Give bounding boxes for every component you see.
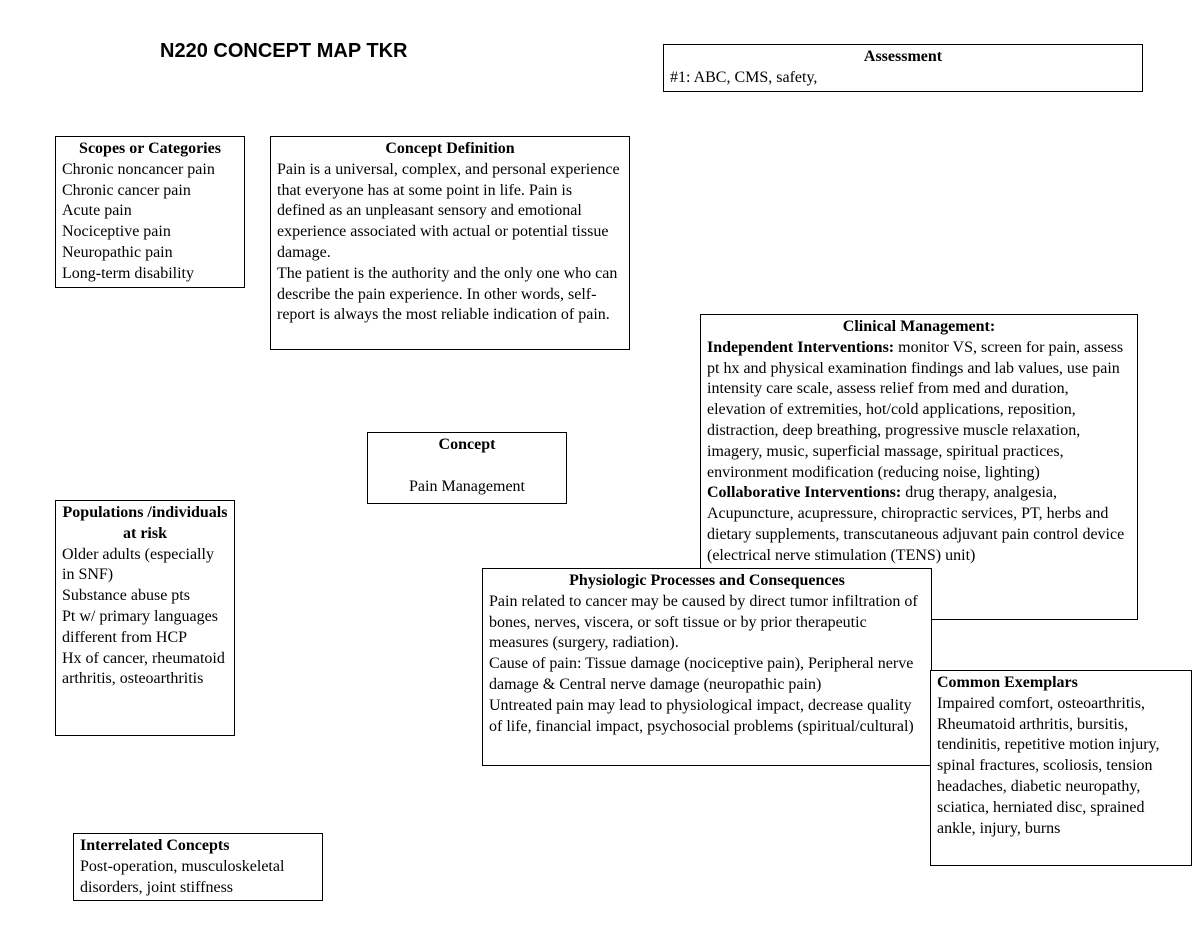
- scopes-line: Neuropathic pain: [62, 244, 173, 261]
- physiologic-body: Pain related to cancer may be caused by …: [489, 593, 918, 735]
- scopes-line: Long-term disability: [62, 265, 194, 282]
- interrelated-box: Interrelated Concepts Post-operation, mu…: [73, 833, 323, 901]
- exemplars-box: Common Exemplars Impaired comfort, osteo…: [930, 670, 1192, 866]
- clinical-heading: Clinical Management:: [707, 317, 1131, 338]
- definition-box: Concept Definition Pain is a universal, …: [270, 136, 630, 350]
- scopes-line: Acute pain: [62, 202, 132, 219]
- concept-body: Pain Management: [409, 478, 525, 495]
- scopes-box: Scopes or Categories Chronic noncancer p…: [55, 136, 245, 288]
- assessment-body: #1: ABC, CMS, safety,: [670, 69, 817, 86]
- assessment-box: Assessment #1: ABC, CMS, safety,: [663, 44, 1143, 92]
- interrelated-heading: Interrelated Concepts: [80, 836, 316, 857]
- concept-heading: Concept: [374, 435, 560, 456]
- populations-box: Populations /individuals at risk Older a…: [55, 500, 235, 736]
- interrelated-body: Post-operation, musculoskeletal disorder…: [80, 858, 284, 896]
- scopes-line: Chronic cancer pain: [62, 182, 191, 199]
- independent-label: Independent Interventions:: [707, 339, 898, 356]
- populations-heading: Populations /individuals at risk: [62, 503, 228, 545]
- exemplars-heading: Common Exemplars: [937, 673, 1185, 694]
- populations-body: Older adults (especially in SNF) Substan…: [62, 546, 225, 688]
- scopes-line: Nociceptive pain: [62, 223, 171, 240]
- definition-body: Pain is a universal, complex, and person…: [277, 161, 620, 324]
- exemplars-body: Impaired comfort, osteoarthritis, Rheuma…: [937, 695, 1159, 837]
- definition-heading: Concept Definition: [277, 139, 623, 160]
- physiologic-heading: Physiologic Processes and Consequences: [489, 571, 925, 592]
- collaborative-label: Collaborative Interventions:: [707, 484, 905, 501]
- page-title: N220 CONCEPT MAP TKR: [160, 40, 407, 63]
- scopes-heading: Scopes or Categories: [62, 139, 238, 160]
- assessment-heading: Assessment: [670, 47, 1136, 68]
- scopes-line: Chronic noncancer pain: [62, 161, 215, 178]
- independent-body: monitor VS, screen for pain, assess pt h…: [707, 339, 1123, 481]
- concept-box: Concept Pain Management: [367, 432, 567, 504]
- physiologic-box: Physiologic Processes and Consequences P…: [482, 568, 932, 766]
